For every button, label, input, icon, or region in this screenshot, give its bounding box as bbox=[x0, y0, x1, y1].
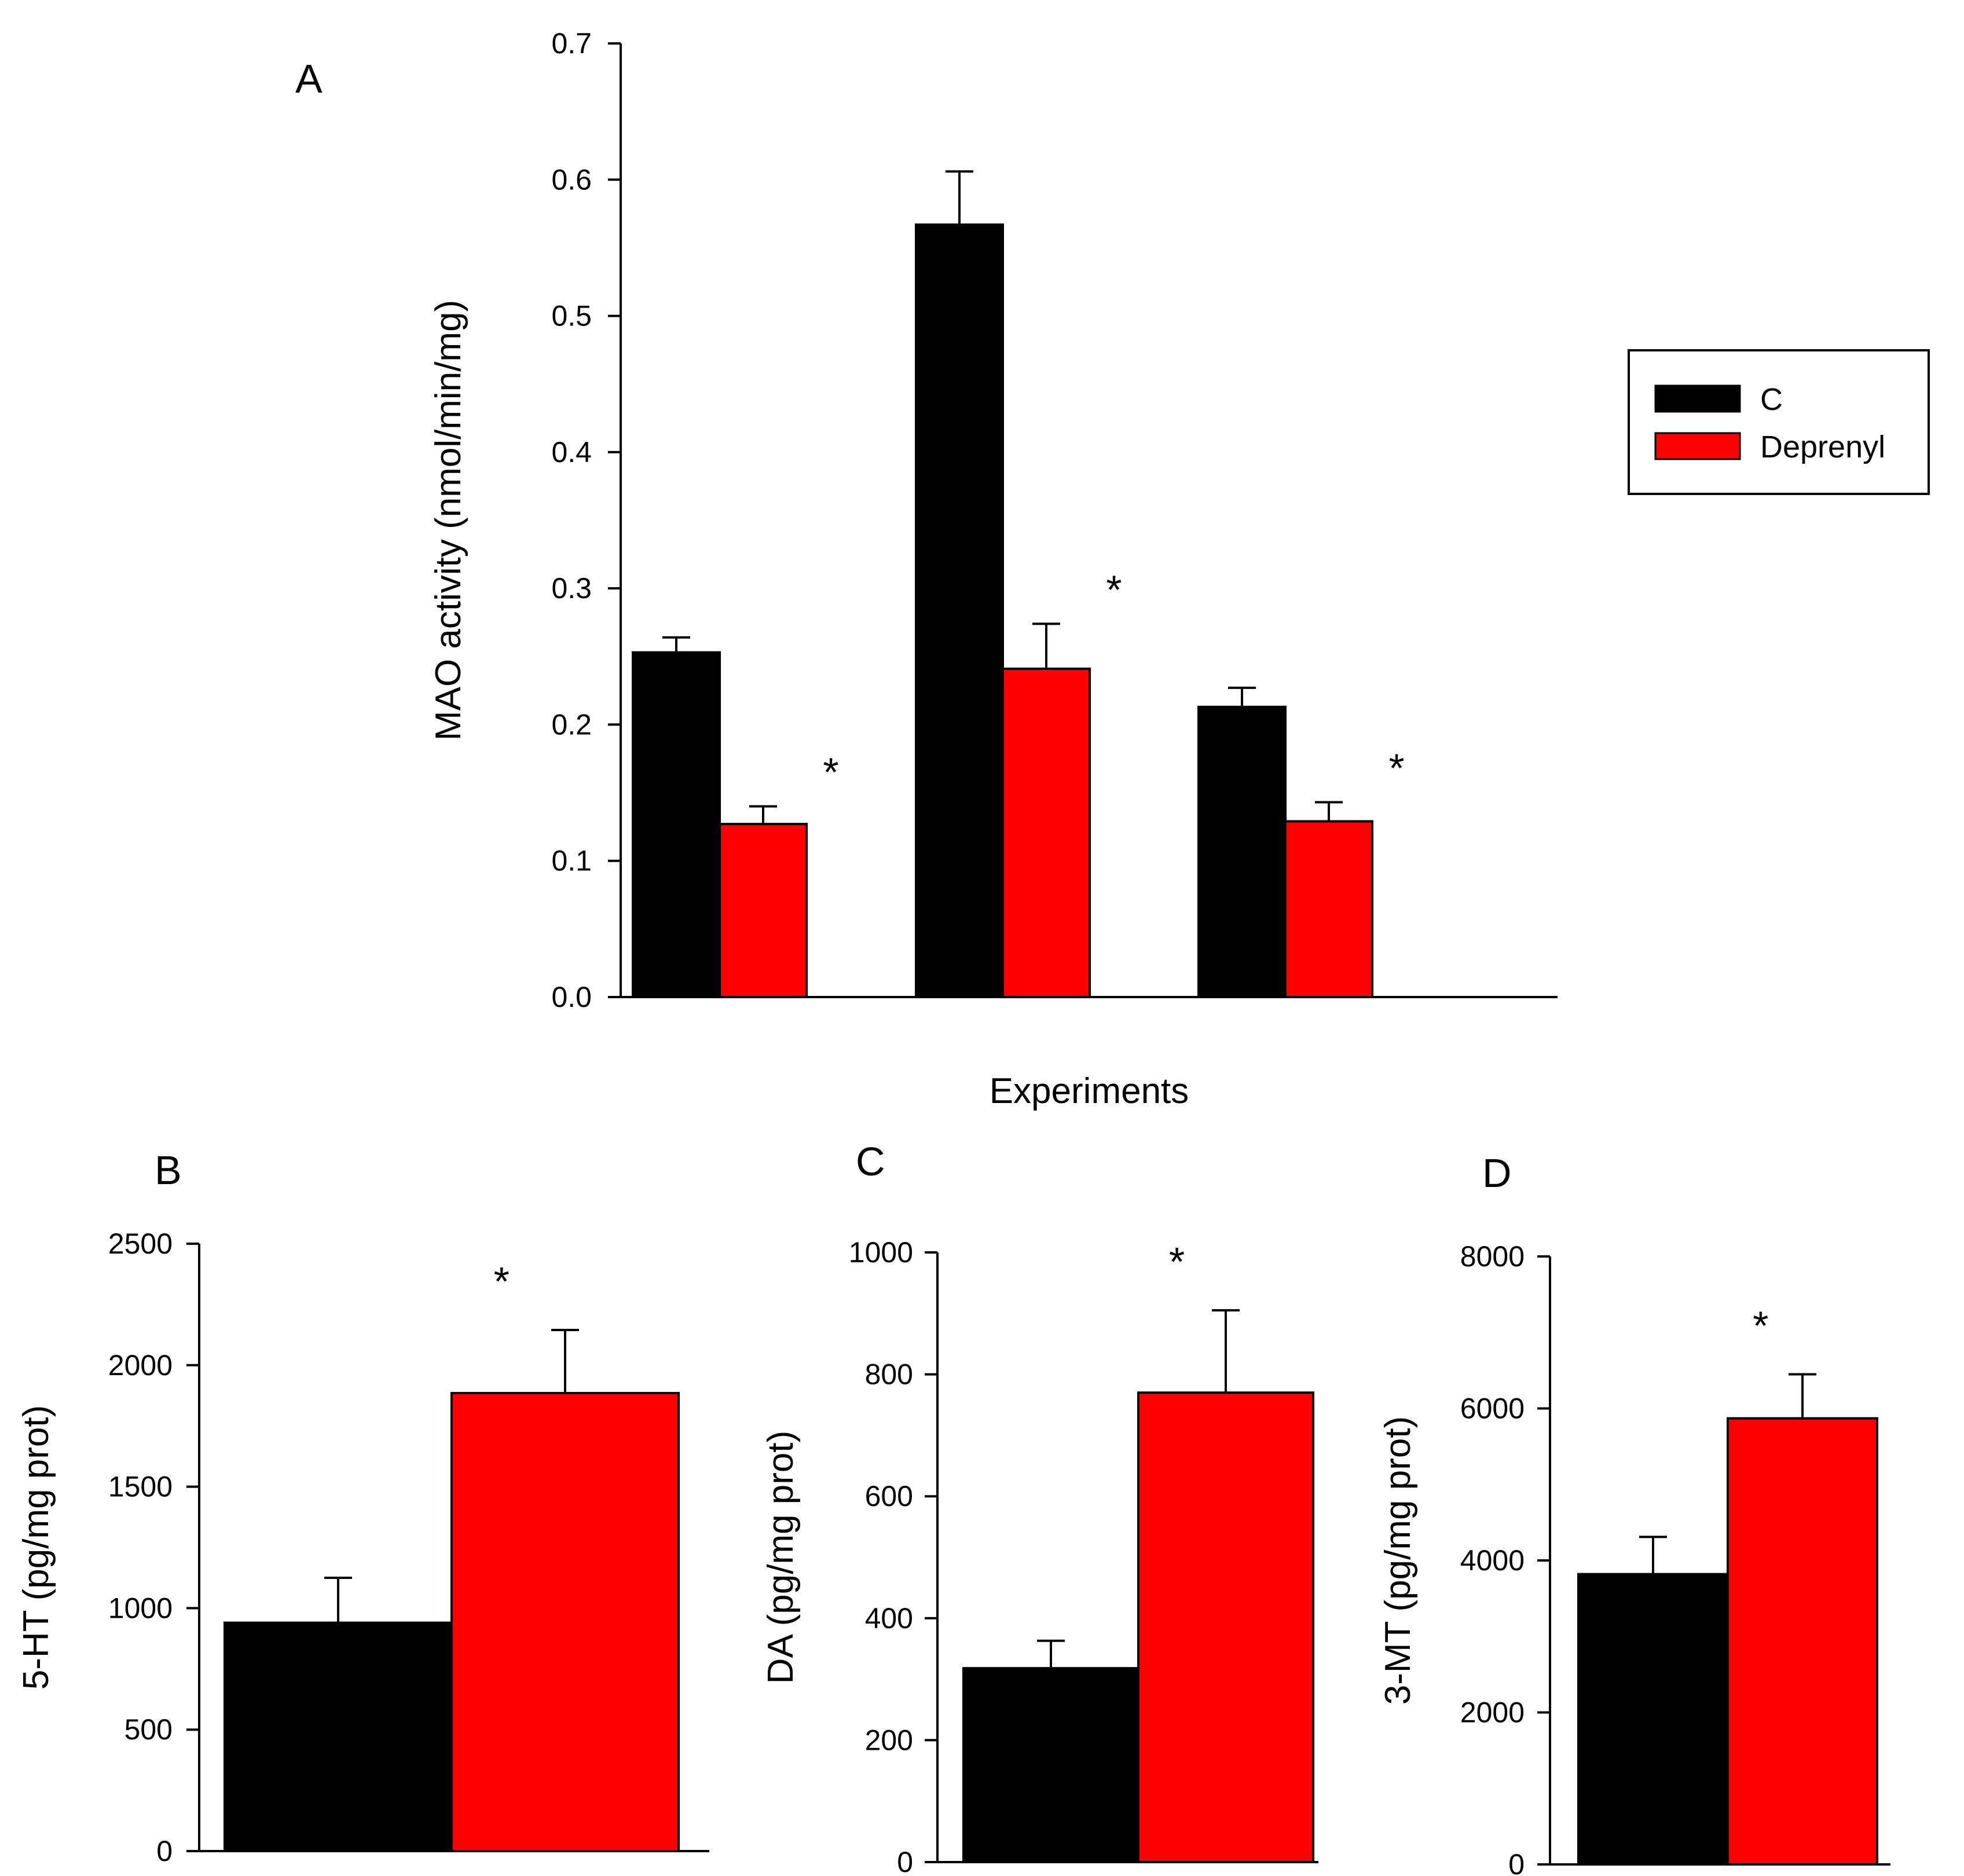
bar-c-1 bbox=[632, 651, 721, 998]
y-tick-label: 400 bbox=[865, 1602, 913, 1635]
panel-c: * 0 200 400 600 800 1000 DA (pg/mg prot) C bbox=[761, 1139, 1318, 1876]
y-tick-label: 0.5 bbox=[551, 300, 592, 332]
legend-box bbox=[1628, 349, 1930, 495]
bar-c-3 bbox=[1197, 705, 1287, 998]
bar-c-1 bbox=[223, 1621, 453, 1852]
y-tick-label: 800 bbox=[865, 1358, 913, 1391]
bar-deprenyl-1 bbox=[1727, 1417, 1878, 1866]
y-tick-label: 0.4 bbox=[551, 436, 592, 468]
significance-star: * bbox=[494, 1259, 510, 1304]
panel-letter: B bbox=[155, 1148, 182, 1193]
bar-deprenyl-1 bbox=[719, 823, 808, 998]
legend-label-deprenyl: Deprenyl bbox=[1760, 430, 1885, 464]
significance-star: * bbox=[1106, 567, 1122, 612]
bar-deprenyl-1 bbox=[450, 1392, 680, 1852]
y-axis-label: 3-MT (pg/mg prot) bbox=[1378, 1416, 1418, 1705]
bar-deprenyl-1 bbox=[1137, 1391, 1314, 1863]
significance-star: * bbox=[1388, 746, 1404, 791]
panel-a: * * * 0.0 0.1 0.2 0.3 0.4 0.5 0.6 0.7 MAO activity … bbox=[295, 27, 1558, 1111]
bar-c-1 bbox=[962, 1667, 1139, 1863]
panel-letter: C bbox=[856, 1139, 885, 1184]
y-tick-label: 2500 bbox=[108, 1228, 173, 1260]
panel-b: * 0 500 1000 1500 2000 2500 5-HT (pg/mg prot) B bbox=[16, 1148, 709, 1867]
bar-c-1 bbox=[1577, 1573, 1729, 1866]
y-tick-label: 2000 bbox=[1460, 1697, 1525, 1729]
legend-label-c: C bbox=[1760, 382, 1783, 417]
significance-star: * bbox=[823, 750, 838, 795]
legend: C Deprenyl bbox=[1628, 349, 1930, 495]
y-tick-label: 0.1 bbox=[551, 845, 592, 877]
bar-deprenyl-2 bbox=[1002, 667, 1091, 998]
y-axis-label: MAO activity (nmol/min/mg) bbox=[428, 300, 468, 741]
y-tick-label: 8000 bbox=[1460, 1240, 1525, 1273]
legend-swatch-c bbox=[1654, 384, 1741, 413]
y-tick-label: 0 bbox=[897, 1846, 913, 1876]
legend-swatch-deprenyl bbox=[1654, 432, 1741, 460]
y-tick-label: 600 bbox=[865, 1480, 913, 1512]
y-tick-label: 500 bbox=[124, 1713, 173, 1746]
y-tick-label: 6000 bbox=[1460, 1393, 1525, 1425]
x-axis-label: Experiments bbox=[990, 1071, 1189, 1111]
bar-c-2 bbox=[915, 223, 1004, 998]
y-tick-label: 0 bbox=[156, 1835, 173, 1867]
y-axis-label: DA (pg/mg prot) bbox=[761, 1431, 801, 1684]
y-tick-label: 0.7 bbox=[551, 27, 592, 60]
significance-star: * bbox=[1169, 1239, 1185, 1284]
panel-letter: D bbox=[1482, 1150, 1512, 1196]
y-tick-label: 200 bbox=[865, 1724, 913, 1756]
y-tick-label: 2000 bbox=[108, 1349, 173, 1382]
y-axis-label: 5-HT (pg/mg prot) bbox=[16, 1405, 56, 1690]
y-tick-label: 1000 bbox=[108, 1592, 173, 1624]
y-tick-label: 0.2 bbox=[551, 708, 592, 741]
y-tick-label: 0.0 bbox=[551, 981, 592, 1013]
bar-deprenyl-3 bbox=[1284, 820, 1373, 999]
y-tick-label: 1000 bbox=[849, 1236, 913, 1269]
significance-star: * bbox=[1753, 1303, 1768, 1348]
y-tick-label: 0.6 bbox=[551, 163, 592, 196]
y-tick-label: 0 bbox=[1508, 1848, 1525, 1876]
panel-letter: A bbox=[295, 56, 323, 101]
y-tick-label: 1500 bbox=[108, 1471, 173, 1503]
panel-d: * 0 2000 4000 6000 8000 3-MT (pg/mg prot) D bbox=[1378, 1150, 1890, 1876]
y-tick-label: 4000 bbox=[1460, 1544, 1525, 1577]
y-tick-label: 0.3 bbox=[551, 572, 592, 604]
